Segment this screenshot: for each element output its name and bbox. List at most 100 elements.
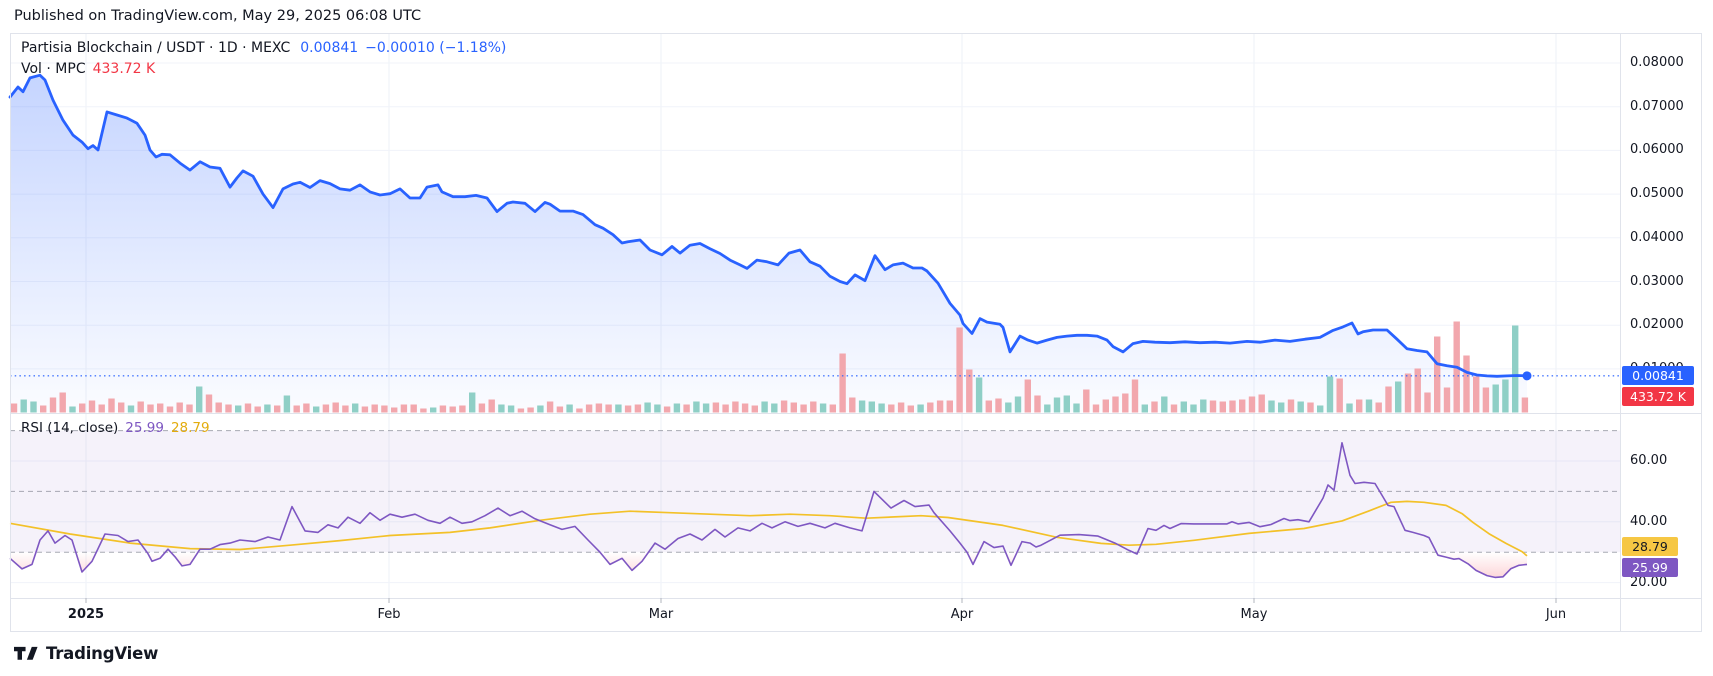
- volume-bar: [790, 402, 797, 413]
- volume-bar: [1365, 399, 1373, 413]
- volume-bar: [157, 403, 164, 413]
- rsi-oversold-fill: [1005, 552, 1018, 566]
- last-price-dot: [1522, 371, 1532, 381]
- volume-bar: [1482, 387, 1490, 413]
- volume-bar: [186, 404, 193, 413]
- volume-bar: [1414, 368, 1421, 413]
- volume-bar: [332, 402, 339, 413]
- volume-bar: [1161, 396, 1168, 413]
- volume-bar: [1151, 401, 1158, 413]
- volume-bar: [40, 405, 47, 413]
- volume-bar: [761, 401, 768, 413]
- volume-bar: [1112, 396, 1119, 413]
- volume-bar: [771, 403, 778, 413]
- volume-bar: [1180, 401, 1187, 413]
- legend-change: −0.00010 (−1.18%): [365, 40, 507, 56]
- price-tick-label: 0.07000: [1630, 98, 1684, 114]
- volume-bar: [849, 397, 856, 413]
- volume-bar: [722, 404, 729, 413]
- tradingview-logo-icon[interactable]: [14, 646, 38, 661]
- volume-bar: [654, 404, 661, 413]
- volume-bar: [264, 404, 271, 413]
- volume-bar: [322, 404, 330, 413]
- time-tick-label: May: [1240, 607, 1268, 622]
- volume-bar: [1492, 384, 1499, 413]
- volume-bar: [225, 404, 232, 413]
- rsi-oversold-fill: [10, 552, 36, 569]
- volume-bar: [49, 397, 57, 413]
- volume-bar: [215, 402, 222, 413]
- volume-bar: [361, 406, 369, 413]
- brand-name[interactable]: TradingView: [46, 644, 159, 663]
- volume-bar: [897, 402, 905, 413]
- volume-bar: [868, 401, 875, 413]
- volume-bar: [917, 404, 924, 413]
- volume-bar: [507, 405, 515, 413]
- volume-bar: [108, 398, 115, 413]
- volume-bar: [254, 406, 261, 413]
- volume-bar: [147, 404, 154, 413]
- volume-bar: [1317, 405, 1324, 413]
- time-tick-label: Mar: [648, 607, 674, 622]
- volume-badge: 433.72 K: [1622, 387, 1694, 406]
- volume-bar: [780, 400, 788, 413]
- volume-bar: [1092, 404, 1100, 413]
- volume-bar: [449, 406, 456, 413]
- volume-bar: [663, 406, 671, 413]
- volume-bar: [342, 405, 349, 413]
- volume-bar: [439, 405, 447, 413]
- volume-bar: [839, 353, 846, 413]
- volume-bar: [410, 404, 417, 413]
- volume-bar: [430, 407, 437, 413]
- price-line: [8, 73, 1529, 378]
- volume-bar: [283, 395, 291, 413]
- volume-bar: [1131, 379, 1139, 413]
- volume-bar: [1258, 394, 1265, 413]
- volume-bar: [1005, 402, 1012, 413]
- rsi-oversold-fill: [967, 552, 979, 565]
- volume-bar: [1034, 395, 1041, 413]
- volume-bar: [118, 402, 125, 413]
- time-axis[interactable]: [10, 598, 1620, 632]
- rsi-ma-badge: 28.79: [1622, 537, 1678, 556]
- price-tick-label: 0.02000: [1630, 317, 1684, 333]
- last-price-badge: 0.00841: [1622, 366, 1694, 385]
- volume-bar: [20, 399, 27, 413]
- volume-bar: [137, 401, 144, 413]
- volume-bar: [595, 403, 603, 413]
- volume-bar: [1463, 355, 1470, 413]
- volume-bar: [1375, 402, 1382, 413]
- volume-bar: [459, 405, 466, 413]
- volume-bar: [927, 402, 934, 413]
- volume-bar: [1122, 393, 1129, 413]
- volume-bar: [381, 405, 388, 413]
- volume-bar: [673, 403, 681, 413]
- volume-bar: [1044, 404, 1051, 413]
- volume-bar: [566, 404, 573, 413]
- volume-label: Vol · MPC: [21, 61, 86, 77]
- time-tick-label: Feb: [377, 607, 401, 622]
- volume-bar: [371, 404, 378, 413]
- published-line: Published on TradingView.com, May 29, 20…: [14, 8, 422, 24]
- rsi-value: 25.99: [125, 420, 164, 436]
- symbol-title[interactable]: Partisia Blockchain / USDT · 1D · MEXC: [21, 40, 291, 56]
- volume-bar: [196, 386, 203, 413]
- rsi-tick-label: 40.00: [1630, 513, 1668, 529]
- volume-bar: [810, 401, 817, 413]
- volume-bar: [1073, 403, 1080, 413]
- volume-legend: Vol · MPC 433.72 K: [21, 61, 155, 77]
- volume-bar: [166, 406, 174, 413]
- volume-bar: [966, 369, 973, 413]
- volume-bar: [878, 403, 885, 413]
- volume-bar: [205, 394, 213, 413]
- volume-bar: [391, 407, 398, 413]
- volume-bar: [498, 404, 505, 413]
- volume-bar: [69, 406, 76, 413]
- time-tick-label: Jun: [1545, 607, 1567, 622]
- volume-bar: [1278, 402, 1285, 413]
- time-tick-label: 2025: [67, 607, 105, 622]
- rsi-tick-label: 60.00: [1630, 453, 1668, 468]
- volume-bar: [829, 404, 836, 413]
- volume-bar: [956, 327, 963, 413]
